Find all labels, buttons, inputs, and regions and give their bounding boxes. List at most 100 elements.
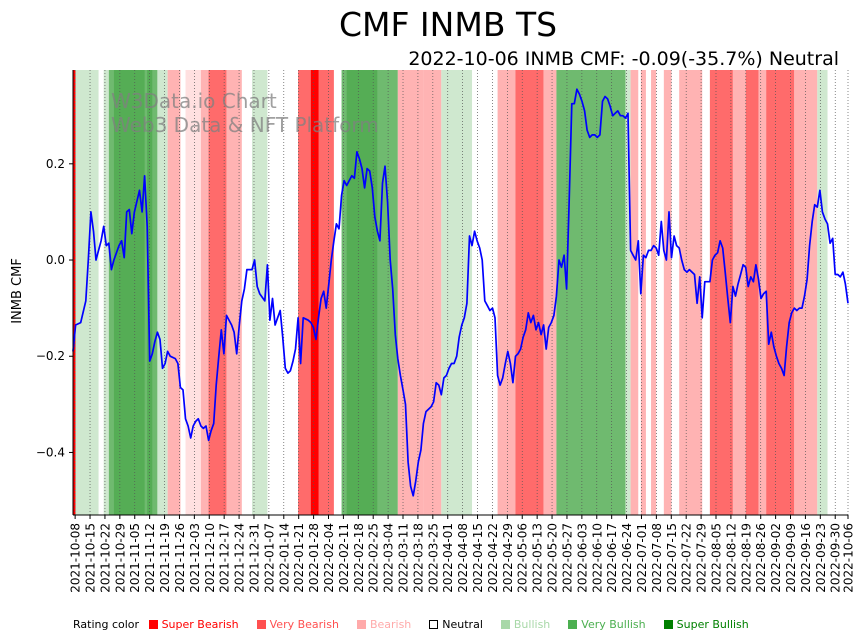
legend-swatch xyxy=(256,619,266,629)
x-tick-label: 2022-09-16 xyxy=(799,523,813,593)
rating-band-bearish xyxy=(423,70,442,515)
rating-band-very-bullish xyxy=(556,70,626,515)
watermark-line: Web3 Data & NFT Platform xyxy=(111,113,379,137)
x-ticks: 2021-10-08 2021-10-15 2021-10-22 2021-10-29… xyxy=(69,515,856,593)
rating-bands xyxy=(73,70,828,515)
x-tick-label: 2022-01-21 xyxy=(292,523,306,593)
x-tick-label: 2022-05-27 xyxy=(561,523,575,593)
x-tick-label: 2022-04-15 xyxy=(471,523,485,593)
x-tick-label: 2022-01-07 xyxy=(262,523,276,593)
legend-item: Bearish xyxy=(356,617,412,631)
y-tick-label: −0.4 xyxy=(36,445,65,459)
x-tick-label: 2022-03-18 xyxy=(411,523,425,593)
rating-band-bearish xyxy=(497,70,516,515)
x-tick-label: 2021-10-15 xyxy=(84,523,98,593)
legend-item: Very Bearish xyxy=(256,617,339,631)
rating-band-super-bearish xyxy=(310,70,319,515)
x-tick-label: 2022-01-14 xyxy=(277,523,291,593)
x-tick-label: 2022-02-25 xyxy=(367,523,381,593)
legend-label: Bearish xyxy=(369,617,412,631)
x-tick-label: 2021-11-26 xyxy=(173,523,187,593)
chart-title: CMF INMB TS xyxy=(339,5,557,44)
x-tick-label: 2022-06-03 xyxy=(575,523,589,593)
x-tick-label: 2021-11-19 xyxy=(158,523,172,593)
x-tick-label: 2022-08-19 xyxy=(739,523,753,593)
rating-band-bullish xyxy=(157,70,168,515)
x-tick-label: 2021-12-31 xyxy=(248,523,262,593)
x-tick-label: 2022-07-15 xyxy=(665,523,679,593)
x-tick-label: 2022-08-05 xyxy=(710,523,724,593)
chart-subtitle: 2022-10-06 INMB CMF: -0.09(-35.7%) Neutr… xyxy=(408,48,839,70)
x-tick-label: 2021-10-22 xyxy=(98,523,112,593)
y-ticks: 0.2 0.0 −0.2 −0.4 xyxy=(36,157,73,459)
rating-band-very-bearish xyxy=(745,70,759,515)
rating-band-neutral-light xyxy=(185,70,201,515)
legend-item: Very Bullish xyxy=(568,617,646,631)
rating-band-bearish xyxy=(651,70,657,515)
y-tick-label: 0.2 xyxy=(46,157,65,171)
rating-band-bearish xyxy=(397,70,424,515)
x-tick-label: 2021-10-29 xyxy=(113,523,127,593)
x-tick-label: 2021-11-12 xyxy=(143,523,157,593)
x-tick-label: 2022-04-29 xyxy=(501,523,515,593)
legend-title: Rating color xyxy=(73,617,140,631)
legend-label: Super Bullish xyxy=(676,617,749,631)
rating-band-super-bullish xyxy=(346,70,378,515)
legend-swatch xyxy=(568,619,578,629)
rating-band-bullish xyxy=(625,70,631,515)
legend-items: Super Bearish Very Bearish Bearish Neutral B… xyxy=(148,617,767,631)
x-tick-label: 2022-09-02 xyxy=(769,523,783,593)
axes xyxy=(72,70,848,516)
x-tick-label: 2022-07-01 xyxy=(635,523,649,593)
x-tick-label: 2022-07-29 xyxy=(695,523,709,593)
rating-band-super-bearish xyxy=(73,70,76,515)
x-tick-label: 2021-12-03 xyxy=(188,523,202,593)
x-tick-label: 2022-08-12 xyxy=(724,523,738,593)
rating-band-bearish xyxy=(630,70,639,515)
x-tick-label: 2021-11-05 xyxy=(128,523,142,593)
rating-band-bearish xyxy=(732,70,746,515)
x-gridlines xyxy=(74,70,849,515)
x-tick-label: 2022-09-09 xyxy=(784,523,798,593)
x-tick-label: 2022-09-30 xyxy=(829,523,843,593)
x-tick-label: 2022-09-23 xyxy=(814,523,828,593)
rating-band-bearish xyxy=(663,70,672,515)
x-tick-label: 2022-10-06 xyxy=(842,523,856,593)
x-tick-label: 2022-06-24 xyxy=(620,523,634,593)
x-tick-label: 2022-03-04 xyxy=(382,523,396,593)
rating-band-super-bullish xyxy=(113,70,145,515)
legend-swatch xyxy=(429,619,439,629)
legend-label: Neutral xyxy=(442,617,483,631)
x-tick-label: 2022-07-22 xyxy=(680,523,694,593)
legend-label: Bullish xyxy=(513,617,551,631)
cmf-series-line xyxy=(72,88,849,497)
rating-legend: Rating color Super Bearish Very Bearish Be… xyxy=(73,617,767,631)
legend-label: Super Bearish xyxy=(161,617,239,631)
legend-swatch xyxy=(356,619,366,629)
rating-band-bullish xyxy=(817,70,828,515)
rating-band-bearish xyxy=(543,70,557,515)
legend-label: Very Bearish xyxy=(269,617,339,631)
y-axis-label: INMB CMF xyxy=(10,258,25,324)
x-tick-label: 2022-06-10 xyxy=(590,523,604,593)
x-tick-label: 2022-08-26 xyxy=(754,523,768,593)
x-tick-label: 2022-01-28 xyxy=(307,523,321,593)
watermark-line: W3Data.io Chart xyxy=(111,89,277,113)
x-tick-label: 2022-04-01 xyxy=(441,523,455,593)
x-tick-label: 2022-04-22 xyxy=(486,523,500,593)
x-tick-label: 2021-12-24 xyxy=(233,523,247,593)
legend-swatch xyxy=(663,619,673,629)
legend-swatch xyxy=(500,619,510,629)
legend-swatch xyxy=(148,619,158,629)
x-tick-label: 2022-07-08 xyxy=(650,523,664,593)
rating-band-bearish xyxy=(758,70,767,515)
x-tick-label: 2022-06-17 xyxy=(605,523,619,593)
rating-band-bearish xyxy=(640,70,646,515)
x-tick-label: 2022-03-25 xyxy=(426,523,440,593)
x-tick-label: 2022-02-04 xyxy=(322,523,336,593)
x-tick-label: 2022-05-06 xyxy=(516,523,530,593)
y-tick-label: 0.0 xyxy=(46,253,65,267)
x-tick-label: 2022-05-13 xyxy=(531,523,545,593)
rating-band-bearish xyxy=(167,70,181,515)
